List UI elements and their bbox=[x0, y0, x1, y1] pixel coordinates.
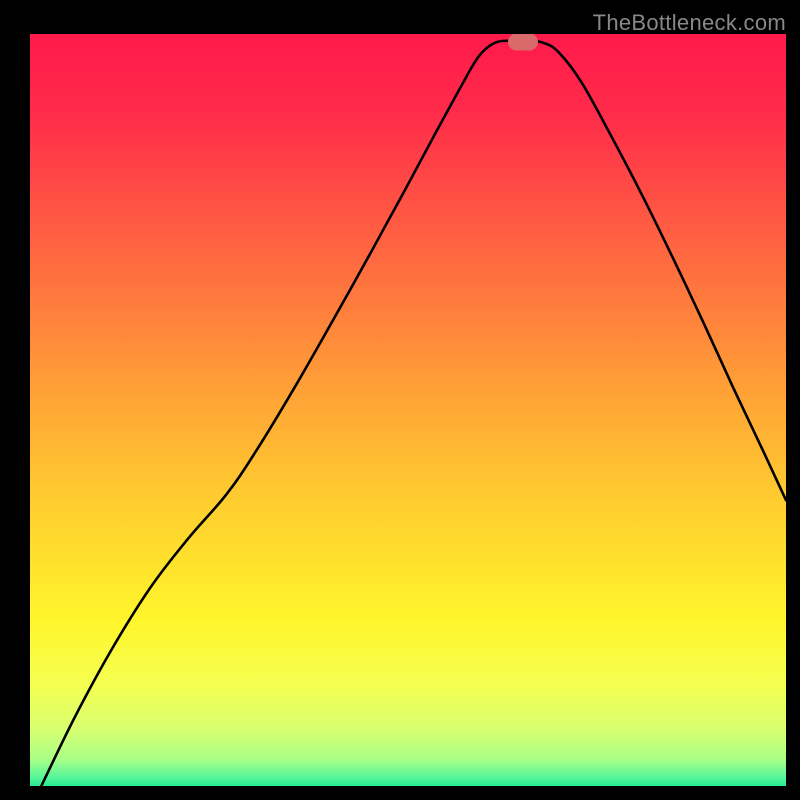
chart-plot-area bbox=[30, 34, 786, 786]
watermark-text: TheBottleneck.com bbox=[593, 10, 786, 36]
bottleneck-curve bbox=[30, 34, 786, 786]
optimal-point-marker bbox=[508, 34, 538, 50]
